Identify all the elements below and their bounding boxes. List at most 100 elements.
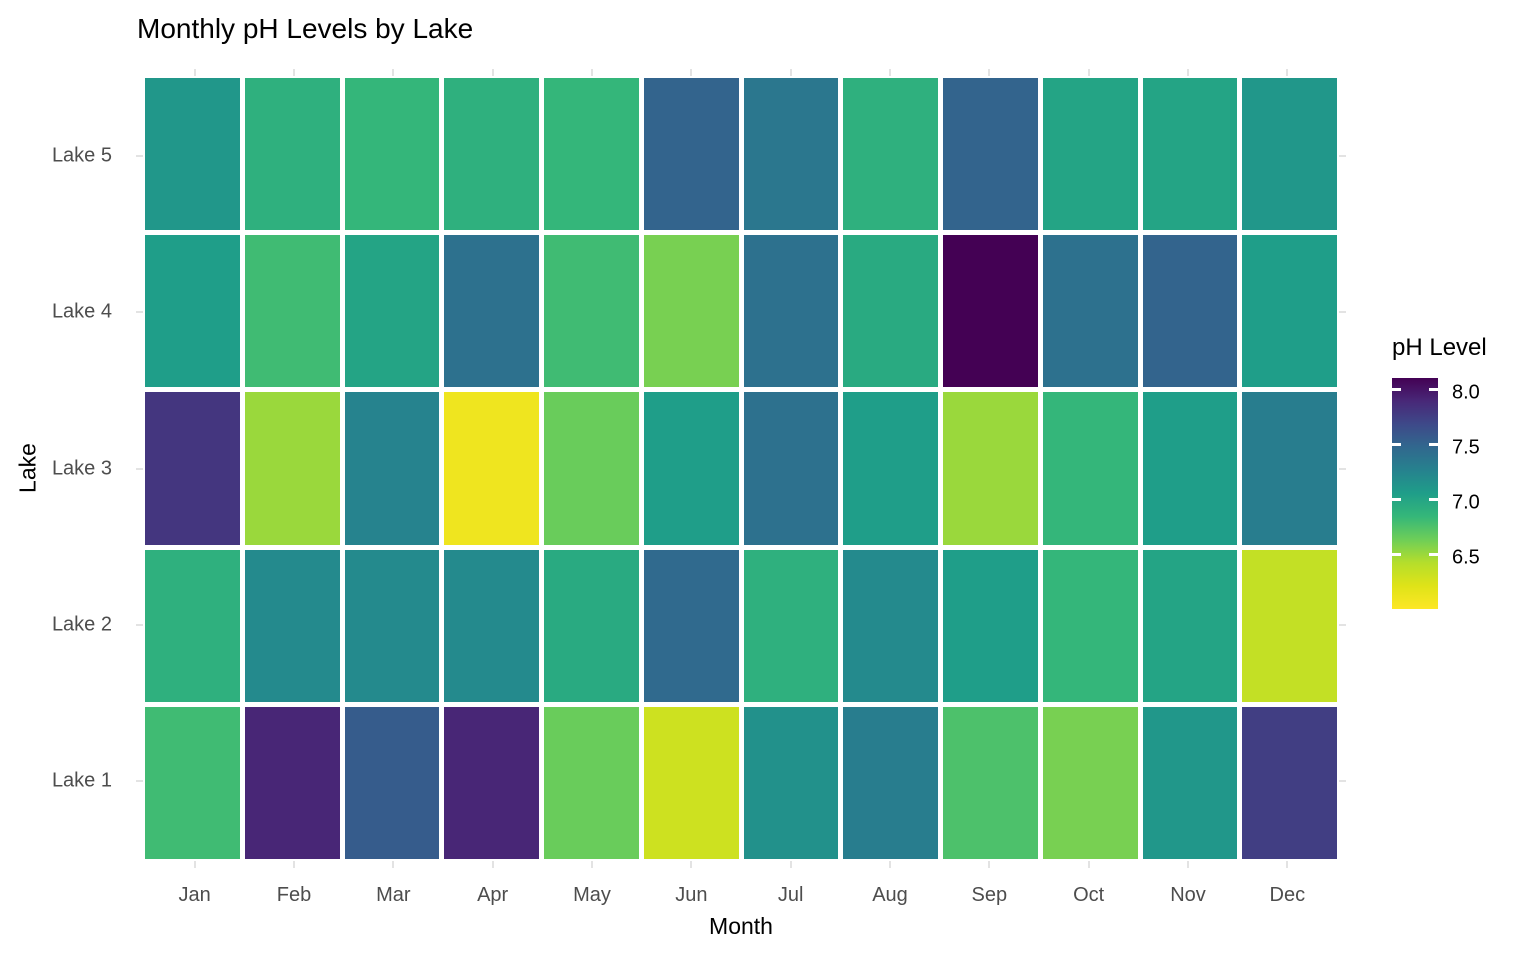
axis-tick — [690, 861, 693, 868]
y-tick-label: Lake 3 — [51, 457, 112, 479]
legend-bar-tick — [1392, 553, 1401, 556]
axis-tick — [1339, 155, 1346, 158]
heatmap-cell — [1242, 549, 1337, 702]
axis-tick — [293, 69, 295, 76]
heatmap-cell — [1142, 706, 1238, 859]
heatmap-cell — [145, 78, 240, 231]
legend-bar-tick — [1429, 388, 1438, 391]
heatmap-cell — [1142, 78, 1238, 231]
axis-tick — [1286, 861, 1289, 868]
heatmap-cell — [1142, 235, 1238, 388]
heatmap-cell — [444, 706, 539, 859]
legend-tick-label: 7.0 — [1452, 491, 1480, 514]
heatmap-cell — [444, 235, 539, 388]
heatmap-cell — [843, 706, 938, 859]
x-tick-label: Jun — [675, 884, 708, 906]
heatmap-cell — [145, 392, 240, 545]
axis-tick — [988, 861, 991, 868]
legend-bar-tick — [1429, 443, 1438, 446]
heatmap-cell — [943, 706, 1038, 859]
heatmap-cell — [145, 706, 240, 859]
heatmap-cell — [344, 78, 440, 231]
x-tick-label: Feb — [276, 884, 312, 906]
heatmap-cell — [1142, 549, 1238, 702]
axis-tick — [136, 311, 143, 314]
axis-tick — [690, 69, 693, 76]
axis-tick — [1339, 623, 1346, 626]
heatmap-cell — [643, 549, 739, 702]
axis-tick — [491, 861, 494, 868]
legend-tick-label: 8.0 — [1452, 381, 1480, 404]
legend-colorbar — [1392, 378, 1438, 609]
heatmap-cell — [145, 549, 240, 702]
legend: pH Level 8.0 7.5 7.0 6.5 — [1392, 334, 1532, 613]
axis-tick — [591, 69, 593, 76]
heatmap-cell — [1242, 392, 1337, 545]
heatmap-cell — [444, 78, 539, 231]
legend-tick-label: 6.5 — [1452, 546, 1480, 569]
heatmap-cell — [843, 78, 938, 231]
legend-title: pH Level — [1392, 334, 1487, 361]
x-tick-label: May — [573, 884, 611, 906]
heatmap-cell — [743, 549, 839, 702]
heatmap-cell — [544, 235, 639, 388]
axis-tick — [136, 779, 143, 782]
heatmap-cell — [643, 706, 739, 859]
heatmap-cell — [344, 392, 440, 545]
x-tick-label: Apr — [477, 884, 509, 906]
heatmap-cell — [943, 549, 1038, 702]
axis-tick — [392, 69, 395, 76]
heatmap-cell — [544, 549, 639, 702]
axis-tick — [988, 69, 991, 76]
x-tick-label: Aug — [872, 884, 908, 906]
heatmap-cell — [643, 235, 739, 388]
legend-tick-label: 7.5 — [1452, 436, 1480, 459]
heatmap-cell — [244, 392, 340, 545]
heatmap-cell — [145, 235, 240, 388]
axis-tick — [193, 861, 196, 868]
x-tick-label: Jan — [178, 884, 211, 906]
heatmap-cell — [1242, 78, 1337, 231]
heatmap-cell — [244, 78, 340, 231]
axis-tick — [591, 861, 593, 868]
heatmap-cell — [344, 706, 440, 859]
axis-tick — [392, 861, 395, 868]
axis-tick — [789, 69, 792, 76]
y-tick-label: Lake 5 — [51, 144, 112, 167]
heatmap-cell — [244, 549, 340, 702]
axis-tick — [889, 69, 891, 76]
heatmap-cell — [344, 235, 440, 388]
heatmap-grid — [145, 78, 1337, 859]
y-axis-title: Lake — [14, 443, 41, 493]
heatmap-cell — [743, 235, 839, 388]
heatmap-cell — [1242, 706, 1337, 859]
axis-tick — [491, 69, 494, 76]
heatmap-cell — [943, 392, 1038, 545]
heatmap-cell — [444, 549, 539, 702]
legend-bar-tick — [1392, 443, 1401, 446]
y-tick-label: Lake 1 — [51, 769, 112, 792]
axis-tick — [1339, 311, 1346, 314]
x-tick-label: Dec — [1269, 884, 1306, 906]
axis-tick — [1087, 861, 1090, 868]
heatmap-cell — [544, 392, 639, 545]
heatmap-cell — [544, 706, 639, 859]
heatmap-panel — [136, 69, 1346, 868]
legend-bar-tick — [1429, 498, 1438, 501]
x-tick-label: Oct — [1073, 884, 1105, 906]
heatmap-cell — [1042, 392, 1138, 545]
heatmap-cell — [743, 706, 839, 859]
axis-tick — [136, 467, 143, 470]
chart-title: Monthly pH Levels by Lake — [137, 13, 474, 44]
axis-tick — [1187, 861, 1189, 868]
x-axis-title: Month — [709, 913, 773, 939]
axis-tick — [1087, 69, 1090, 76]
heatmap-cell — [244, 706, 340, 859]
legend-bar-tick — [1392, 388, 1401, 391]
heatmap-cell — [1042, 549, 1138, 702]
axis-tick — [136, 155, 143, 158]
axis-tick — [1187, 69, 1189, 76]
heatmap-cell — [544, 78, 639, 231]
axis-tick — [293, 861, 295, 868]
heatmap-cell — [1042, 235, 1138, 388]
